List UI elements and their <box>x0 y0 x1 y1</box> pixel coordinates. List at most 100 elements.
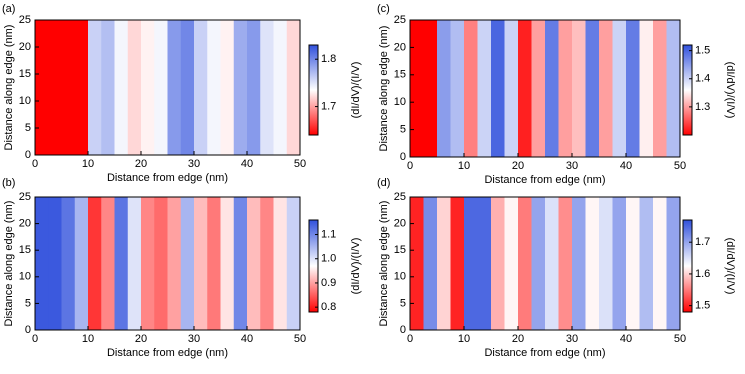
heatmap-cell <box>612 197 627 330</box>
heatmap-cell <box>167 20 182 155</box>
panel-label: (d) <box>377 177 390 189</box>
colorbar-label: (dI/dV)/(I/V) <box>724 62 736 119</box>
heatmap-cell <box>167 197 182 330</box>
heatmap-cell <box>545 20 559 157</box>
x-tick-label: 50 <box>294 333 306 345</box>
x-axis-label: Distance from edge (nm) <box>484 347 605 359</box>
heatmap-cell <box>273 197 288 330</box>
y-tick-label: 25 <box>394 14 406 26</box>
x-tick-label: 0 <box>407 333 413 345</box>
heatmap-cell <box>423 197 438 330</box>
heatmap-cell <box>220 20 235 155</box>
heatmap-cell <box>585 197 600 330</box>
panel: (c) 0 10 20 30 40 50 0 5 10 15 20 25 Distance from ed… <box>377 3 736 186</box>
plot-frame <box>409 19 681 158</box>
x-tick-label: 0 <box>32 333 38 345</box>
heatmap-cell <box>491 20 505 157</box>
y-tick-label: 5 <box>25 122 31 134</box>
heatmap-cell <box>531 20 546 157</box>
heatmap-cell <box>612 20 627 157</box>
heatmap-cell <box>207 197 221 330</box>
heatmap-cell <box>639 197 654 330</box>
colorbar-tick-label: 1.7 <box>321 100 336 112</box>
colorbar-label: (dI/dV)/(I/V) <box>724 238 736 295</box>
colorbar-tick-label: 1.3 <box>695 101 710 113</box>
colorbar-tick-label: 0.9 <box>321 277 336 289</box>
y-tick-label: 15 <box>19 244 31 256</box>
colorbar <box>682 44 693 136</box>
heatmap-cell <box>260 20 274 155</box>
heatmap-cell <box>450 197 465 330</box>
heatmap-cell <box>74 197 89 330</box>
panel: (d) 0 10 20 30 40 50 0 5 10 15 20 25 Distance from ed… <box>377 177 736 359</box>
heatmap-cell <box>247 197 261 330</box>
x-tick-label: 10 <box>458 333 470 345</box>
heatmap-cell <box>194 20 208 155</box>
heatmap-cell <box>558 197 573 330</box>
heatmap-cell <box>410 20 424 157</box>
colorbar-label: (dI/dV)/(I/V) <box>350 238 362 295</box>
y-tick-label: 20 <box>394 218 406 230</box>
heatmap-cell <box>518 197 532 330</box>
heatmap-cell <box>141 197 155 330</box>
y-tick-label: 25 <box>19 191 31 203</box>
heatmap-cell <box>518 20 532 157</box>
x-axis-label: Distance from edge (nm) <box>107 347 228 359</box>
heatmap-cell <box>626 197 640 330</box>
heatmap-cell <box>180 197 195 330</box>
y-tick-label: 5 <box>400 124 406 136</box>
heatmap-cell <box>666 20 681 157</box>
y-tick-label: 0 <box>400 151 406 163</box>
heatmap-cell <box>450 20 465 157</box>
heatmap-cell <box>154 20 168 155</box>
y-tick-label: 5 <box>25 297 31 309</box>
y-tick-label: 0 <box>25 324 31 336</box>
heatmap-cell <box>48 197 62 330</box>
x-tick-label: 20 <box>512 160 524 172</box>
x-tick-label: 40 <box>620 333 632 345</box>
heatmap-cell <box>639 20 654 157</box>
heatmap-cell <box>531 197 546 330</box>
colorbar-tick-label: 1.8 <box>321 53 336 65</box>
x-tick-label: 30 <box>566 333 578 345</box>
y-axis-label: Distance along edge (nm) <box>378 26 390 152</box>
colorbar-tick-label: 1.0 <box>321 253 336 265</box>
x-tick-label: 20 <box>135 333 147 345</box>
x-tick-label: 40 <box>620 160 632 172</box>
heatmap-cell <box>88 197 102 330</box>
heatmap-cell <box>599 20 613 157</box>
x-tick-label: 40 <box>241 158 253 170</box>
panel-label: (a) <box>2 3 15 15</box>
x-tick-label: 20 <box>135 158 147 170</box>
heatmap-cell <box>572 197 586 330</box>
heatmap-cell <box>114 20 129 155</box>
heatmap-cell <box>101 197 115 330</box>
y-tick-label: 15 <box>394 69 406 81</box>
y-tick-label: 5 <box>400 297 406 309</box>
heatmap-cell <box>220 197 235 330</box>
x-tick-label: 50 <box>674 333 686 345</box>
y-tick-label: 20 <box>19 218 31 230</box>
x-tick-label: 10 <box>82 158 94 170</box>
heatmap-cell <box>74 20 89 155</box>
heatmap-cell <box>653 197 667 330</box>
y-tick-label: 25 <box>394 191 406 203</box>
x-tick-label: 30 <box>188 158 200 170</box>
heatmap-cell <box>233 20 248 155</box>
y-tick-label: 10 <box>394 271 406 283</box>
x-tick-label: 10 <box>458 160 470 172</box>
panel-label: (c) <box>377 3 390 15</box>
heatmap-cell <box>48 20 62 155</box>
colorbar-tick-label: 0.8 <box>321 301 336 313</box>
heatmap-cell <box>491 197 505 330</box>
heatmap-cell <box>101 20 115 155</box>
y-tick-label: 20 <box>19 41 31 53</box>
colorbar-label: (dI/dV)/(I/V) <box>350 62 362 119</box>
y-tick-label: 0 <box>25 149 31 161</box>
y-tick-label: 10 <box>394 96 406 108</box>
heatmap-cell <box>180 20 195 155</box>
x-tick-label: 50 <box>294 158 306 170</box>
heatmap-cell <box>545 197 559 330</box>
x-tick-label: 50 <box>674 160 686 172</box>
